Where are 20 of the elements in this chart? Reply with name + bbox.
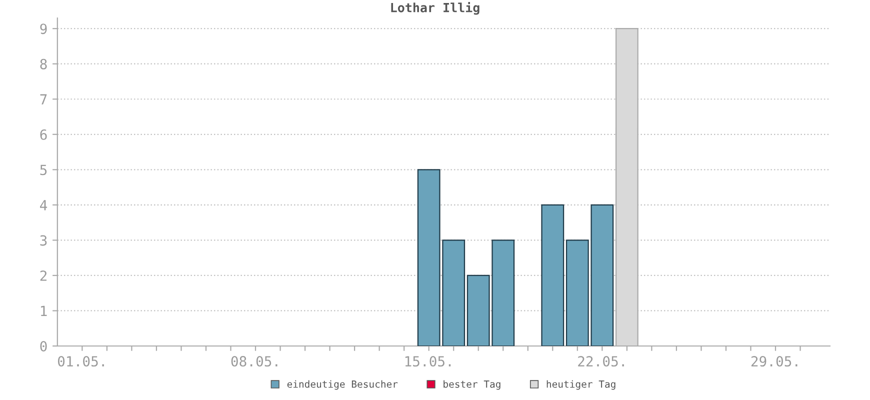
y-tick-label: 8: [40, 58, 47, 70]
y-tick-label: 1: [41, 306, 47, 316]
y-tick-label: 9: [40, 24, 47, 34]
legend-label: bester Tag: [444, 380, 500, 390]
chart-title: Lothar Illig: [391, 2, 480, 15]
legend-label: eindeutige Besucher: [287, 380, 398, 390]
legend-label: heutiger Tag: [546, 380, 616, 390]
y-tick-label: 4: [40, 200, 48, 210]
x-tick-label: 08.05.: [231, 356, 278, 367]
y-tick-label: 3: [40, 235, 47, 246]
y-tick-label: 2: [40, 270, 47, 281]
x-tick-label: 15.05.: [405, 356, 451, 367]
y-tick-label: 7: [40, 94, 47, 104]
y-tick-label: 6: [40, 129, 47, 140]
x-tick-label: 22.05.: [578, 356, 624, 367]
y-tick-label: 5: [40, 164, 47, 176]
bar: [541, 204, 564, 346]
x-tick-label: 01.05.: [58, 356, 104, 367]
x-tick-label: 29.05.: [751, 356, 798, 367]
y-tick-label: 0: [40, 341, 47, 352]
